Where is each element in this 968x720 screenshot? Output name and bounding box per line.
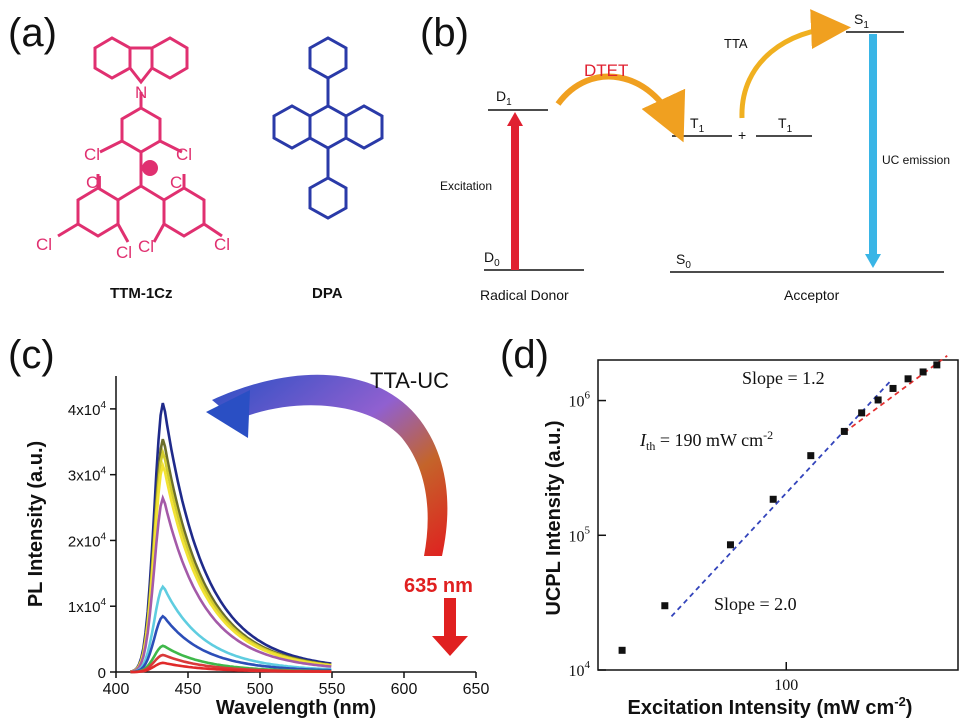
- label-d0: D0: [484, 249, 500, 269]
- d-fit-lines: [670, 355, 948, 618]
- excitation-arrow: [511, 124, 519, 270]
- label-t1-a: T1: [690, 115, 705, 135]
- ttm-1cz-label: TTM-1Cz: [110, 285, 173, 302]
- panel-d-label: (d): [500, 333, 549, 377]
- c-spectrum-line: [130, 460, 332, 673]
- c-x-tick-label: 600: [391, 681, 418, 698]
- tta-label: TTA: [724, 36, 748, 51]
- c-y-axis-label: PL Intensity (a.u.): [25, 441, 47, 607]
- atom-cl-4: Cl: [170, 173, 186, 192]
- d-y-axis-label: UCPL Intensity (a.u.): [543, 420, 565, 615]
- c-spectra: [130, 402, 332, 674]
- radical-dot: [142, 160, 158, 176]
- uc-emission-arrow: [869, 34, 877, 256]
- d-plot-frame: [597, 359, 959, 671]
- atom-cl-3: Cl: [86, 173, 102, 192]
- panel-a: (a): [8, 11, 384, 302]
- c-x-tick-label: 450: [175, 681, 202, 698]
- tta-arrow: [739, 9, 851, 119]
- tta-uc-arrowhead: [206, 390, 250, 438]
- c-y-tick-label: 2x104: [68, 531, 107, 550]
- panel-b-label: (b): [420, 11, 469, 55]
- ttm-1cz-atoms: N Cl Cl Cl Cl Cl Cl Cl Cl: [36, 83, 230, 262]
- c-x-ticks: 400 450 500 550 600 650: [103, 672, 490, 698]
- tta-uc-label: TTA-UC: [370, 368, 449, 393]
- c-y-tick-label: 0: [98, 665, 106, 682]
- atom-cl-6: Cl: [116, 243, 132, 262]
- atom-cl-1: Cl: [84, 145, 100, 164]
- d-data-point: [889, 384, 897, 392]
- d-data-point: [726, 541, 734, 549]
- dtet-arrow: [555, 73, 686, 143]
- c-x-axis-label: Wavelength (nm): [216, 697, 376, 719]
- atom-cl-8: Cl: [214, 235, 230, 254]
- atom-cl-2: Cl: [176, 145, 192, 164]
- c-spectrum-line: [130, 661, 332, 674]
- atom-cl-7: Cl: [138, 237, 154, 256]
- d-data-point: [933, 361, 941, 369]
- nm-635-label: 635 nm: [404, 575, 473, 597]
- tta-uc-arrow: [212, 374, 448, 556]
- c-y-tick-label: 3x104: [68, 466, 107, 485]
- d-data-point: [919, 368, 927, 376]
- dpa-structure: [272, 36, 384, 220]
- excitation-label: Excitation: [440, 179, 492, 193]
- atom-n: N: [135, 83, 147, 102]
- dpa-label: DPA: [312, 285, 343, 302]
- d-data-point: [618, 646, 626, 654]
- d-data-point: [874, 396, 882, 404]
- acceptor-label: Acceptor: [784, 287, 840, 303]
- d-y-tick-label: 104: [569, 659, 591, 680]
- down-arrow-shaft: [444, 598, 456, 638]
- ith-label: Ith = 190 mW cm-2: [639, 428, 773, 453]
- down-arrow-head: [432, 636, 468, 656]
- c-y-ticks: 0 1x104 2x104 3x104 4x104: [68, 400, 116, 682]
- c-spectrum-line: [130, 402, 332, 673]
- d-data-point: [769, 495, 777, 503]
- c-y-tick-label: 1x104: [68, 597, 107, 616]
- label-t1-b: T1: [778, 115, 793, 135]
- c-spectrum-line: [130, 584, 332, 674]
- c-y-tick-label: 4x104: [68, 400, 107, 419]
- panel-c: (c) 0 1x104 2x104 3x104 4x104 400 450 500 550 60…: [8, 333, 489, 719]
- c-spectrum-line: [130, 494, 332, 673]
- label-s0: S0: [676, 251, 691, 271]
- d-data-points: [618, 361, 941, 654]
- slope-low-label: Slope = 2.0: [714, 594, 797, 614]
- panel-c-label: (c): [8, 333, 55, 377]
- slope-high-label: Slope = 1.2: [742, 368, 825, 388]
- label-s1: S1: [854, 11, 869, 31]
- d-y-ticks: 104 105 106: [569, 390, 606, 680]
- ttm-1cz-structure: [57, 36, 223, 243]
- c-x-tick-label: 550: [319, 681, 346, 698]
- uc-emission-label: UC emission: [882, 153, 950, 167]
- d-y-tick-label: 106: [569, 390, 591, 411]
- d-data-point: [807, 452, 815, 460]
- c-x-tick-label: 650: [463, 681, 490, 698]
- c-spectrum-line: [130, 614, 332, 674]
- d-data-point: [840, 427, 848, 435]
- d-x-axis-label: Excitation Intensity (mW cm-2): [628, 694, 913, 719]
- fit-line-slope-1-2: [843, 355, 948, 434]
- d-y-tick-label: 105: [569, 524, 591, 545]
- label-d1: D1: [496, 88, 512, 108]
- fit-line-slope-2: [670, 380, 892, 618]
- c-x-tick-label: 500: [247, 681, 274, 698]
- plus-sign: +: [738, 127, 746, 143]
- panel-b: (b) D1 D0 T1 T1 S1 S0 + Excitation UC em…: [420, 9, 950, 303]
- d-x-ticks: 100: [774, 662, 798, 694]
- dtet-label: DTET: [584, 61, 628, 80]
- panel-a-label: (a): [8, 11, 57, 55]
- radical-donor-label: Radical Donor: [480, 287, 569, 303]
- c-x-tick-label: 400: [103, 681, 130, 698]
- atom-cl-5: Cl: [36, 235, 52, 254]
- d-data-point: [661, 602, 669, 610]
- d-data-point: [858, 409, 866, 417]
- d-data-point: [904, 375, 912, 383]
- d-x-tick-label: 100: [774, 677, 798, 694]
